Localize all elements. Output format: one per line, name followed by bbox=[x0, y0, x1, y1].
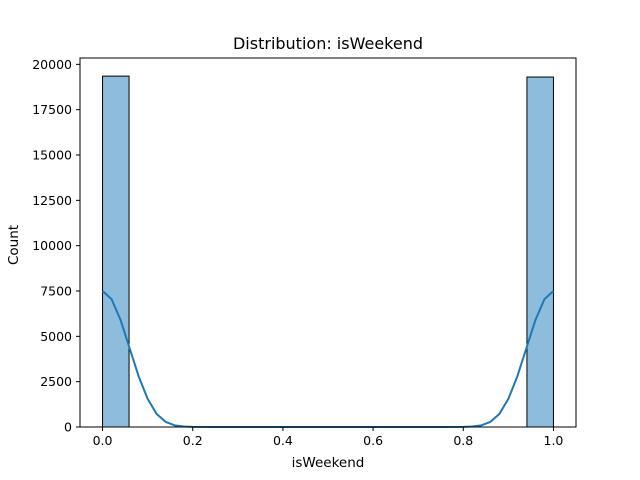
x-tick-label: 1.0 bbox=[544, 433, 564, 448]
y-tick-label: 10000 bbox=[32, 238, 72, 253]
y-tick-label: 15000 bbox=[32, 148, 72, 163]
y-tick-label: 2500 bbox=[40, 374, 72, 389]
y-axis-label: Count bbox=[6, 225, 22, 265]
y-tick-label: 5000 bbox=[40, 329, 72, 344]
x-tick-label: 0.0 bbox=[93, 433, 113, 448]
y-tick-label: 12500 bbox=[32, 193, 72, 208]
y-tick-label: 17500 bbox=[32, 102, 72, 117]
bars-group bbox=[102, 75, 554, 428]
y-tick-label: 7500 bbox=[40, 284, 72, 299]
x-tick-label: 0.4 bbox=[273, 433, 293, 448]
y-tick-label: 0 bbox=[64, 420, 72, 435]
x-axis: 0.0 0.2 0.4 0.6 0.8 1.0 bbox=[93, 427, 564, 448]
plot-frame bbox=[79, 57, 577, 428]
x-axis-label: isWeekend bbox=[292, 455, 365, 471]
y-tick-label: 20000 bbox=[32, 57, 72, 72]
x-tick-label: 0.6 bbox=[363, 433, 383, 448]
histogram-bar-1 bbox=[526, 76, 554, 428]
x-tick-label: 0.2 bbox=[183, 433, 203, 448]
chart-title: Distribution: isWeekend bbox=[233, 34, 423, 53]
x-tick-label: 0.8 bbox=[453, 433, 473, 448]
kde-group bbox=[101, 290, 555, 428]
histogram-bar-0 bbox=[102, 75, 130, 428]
kde-line bbox=[101, 290, 555, 428]
y-axis: 0 2500 5000 7500 10000 12500 15000 17500 20000 bbox=[32, 57, 80, 435]
